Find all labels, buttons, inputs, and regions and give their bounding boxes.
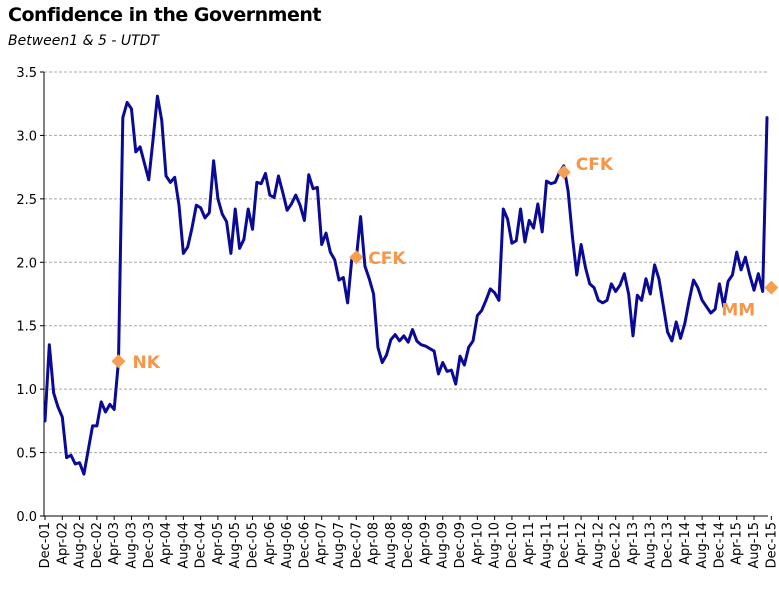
annotation-marker [764,280,779,295]
x-tick-label: Dec-15 [764,522,779,568]
annotation-label: NK [132,353,160,373]
x-tick-label: Dec-02 [90,522,105,568]
x-tick-label: Apr-05 [211,522,226,565]
x-tick-label: Dec-13 [661,522,676,568]
annotation-marker [349,250,364,265]
x-tick-label: Apr-12 [574,522,589,565]
x-tick-label: Aug-07 [332,522,347,569]
x-tick-label: Dec-03 [142,522,157,568]
annotation-label: CFK [576,155,614,175]
x-tick-label: Aug-04 [176,522,191,569]
x-tick-label: Apr-09 [418,522,433,565]
y-tick-label: 2.5 [16,193,37,208]
y-tick-label: 3.0 [16,129,37,144]
x-tick-label: Apr-06 [263,522,278,565]
x-tick-label: Aug-02 [73,522,88,569]
x-tick-label: Dec-09 [453,522,468,568]
chart-title: Confidence in the Government [8,4,321,26]
chart-subtitle: Between1 & 5 - UTDT [8,33,159,49]
x-tick-label: Apr-02 [55,522,70,565]
x-tick-label: Dec-08 [401,522,416,568]
annotation-label: MM [721,301,755,321]
x-tick-label: Aug-09 [436,522,451,569]
x-tick-label: Apr-15 [730,522,745,565]
series-line [43,94,769,476]
x-tick-label: Dec-14 [712,522,727,568]
y-tick-label: 3.5 [16,66,37,81]
x-tick-label: Apr-10 [470,522,485,565]
x-tick-label: Dec-06 [297,522,312,568]
x-tick-label: Aug-12 [591,522,606,569]
y-tick-label: 1.5 [16,320,37,335]
x-tick-label: Aug-15 [747,522,762,569]
x-tick-label: Dec-01 [38,522,53,568]
x-tick-label: Dec-11 [557,522,572,568]
x-tick-label: Dec-07 [349,522,364,568]
x-tick-label: Aug-05 [228,522,243,569]
x-tick-label: Apr-08 [367,522,382,565]
x-tick-label: Aug-11 [540,522,555,569]
y-tick-label: 0.5 [16,447,37,462]
x-tick-label: Aug-14 [695,522,710,569]
x-tick-label: Apr-11 [522,522,537,565]
y-tick-label: 1.0 [16,383,37,398]
x-tick-label: Apr-13 [626,522,641,565]
x-tick-label: Aug-06 [280,522,295,569]
y-tick-label: 2.0 [16,256,37,271]
x-tick-label: Apr-07 [315,522,330,565]
annotation-marker [111,354,126,369]
annotation-marker [556,165,571,180]
x-tick-label: Apr-14 [678,522,693,565]
x-tick-label: Dec-04 [194,522,209,568]
x-tick-label: Aug-13 [643,522,658,569]
x-tick-label: Apr-03 [107,522,122,565]
y-tick-label: 0.0 [16,510,37,525]
annotation-label: CFK [368,249,406,269]
x-tick-label: Aug-10 [488,522,503,569]
x-tick-label: Apr-04 [159,522,174,565]
x-tick-label: Dec-10 [505,522,520,568]
x-tick-label: Dec-12 [609,522,624,568]
x-tick-label: Aug-08 [384,522,399,569]
x-tick-label: Aug-03 [124,522,139,569]
x-tick-label: Dec-05 [246,522,261,568]
